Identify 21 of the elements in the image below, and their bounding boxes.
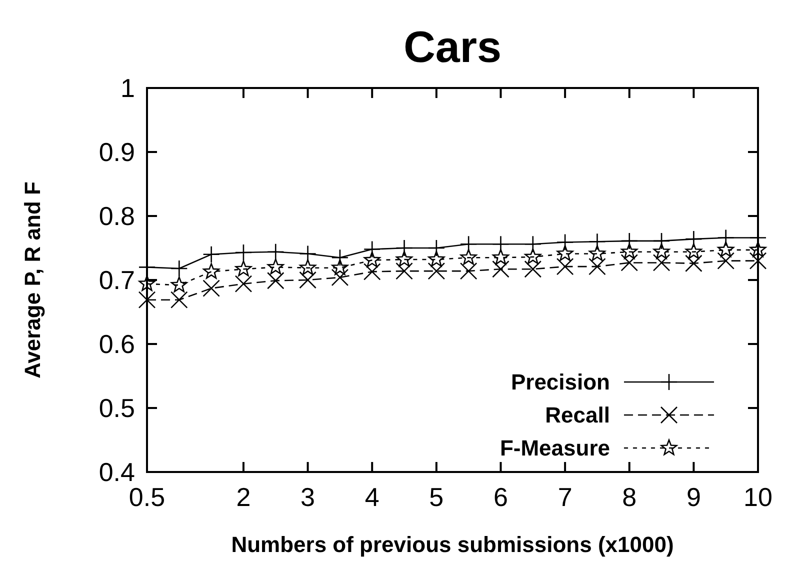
y-tick-label: 1 xyxy=(120,73,135,104)
x-tick-label: 9 xyxy=(686,482,701,512)
x-tick-label: 2 xyxy=(236,482,251,512)
legend-label: Precision xyxy=(510,370,610,395)
y-axis-title: Average P, R and F xyxy=(20,182,45,378)
y-tick-label: 0.9 xyxy=(98,137,135,168)
x-tick-label: 3 xyxy=(300,482,316,512)
y-tick-label: 0.5 xyxy=(98,393,135,424)
x-tick-label: 6 xyxy=(494,482,508,512)
legend-label: Recall xyxy=(545,402,610,428)
x-tick-label: 8 xyxy=(622,482,637,512)
chart-title: Cars xyxy=(404,23,502,72)
y-tick-label: 0.6 xyxy=(98,329,135,360)
x-tick-label: 10 xyxy=(744,482,772,512)
x-axis-title: Numbers of previous submissions (x1000) xyxy=(231,532,674,557)
legend-label: F-Measure xyxy=(500,436,610,461)
y-tick-label: 0.7 xyxy=(98,265,135,296)
x-tick-label: 4 xyxy=(364,482,380,512)
x-tick-label: 5 xyxy=(429,482,444,512)
y-tick-label: 0.8 xyxy=(98,201,135,232)
x-tick-label: 7 xyxy=(558,482,572,512)
